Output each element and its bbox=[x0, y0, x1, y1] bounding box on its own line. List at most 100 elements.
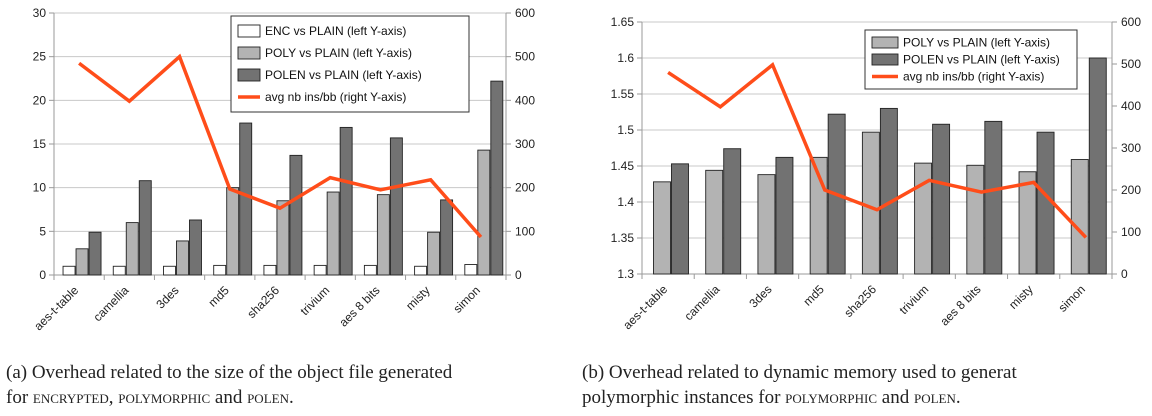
legend-swatch bbox=[871, 53, 899, 66]
x-tick-label: aes-t-table bbox=[620, 282, 670, 332]
y2-tick-label: 300 bbox=[1121, 141, 1141, 155]
bar bbox=[263, 264, 277, 276]
y2-tick-label: 200 bbox=[515, 181, 535, 195]
bar bbox=[189, 219, 202, 276]
bar bbox=[464, 264, 478, 276]
bar bbox=[427, 231, 441, 276]
y2-tick-label: 0 bbox=[1121, 267, 1128, 281]
x-tick-label: camellia bbox=[90, 283, 131, 324]
y2-tick-label: 100 bbox=[515, 224, 535, 238]
figure-panel-a: 0 5 10 15 20 25 30 0 100 200 300 400 500 600 aes-t-tab… bbox=[6, 6, 566, 410]
line-series bbox=[78, 53, 483, 239]
x-tick-label: simon bbox=[450, 283, 483, 316]
caption-b-sep1: and bbox=[877, 387, 914, 408]
bar bbox=[914, 162, 933, 275]
bar bbox=[376, 194, 390, 276]
y-tick-label: 1.35 bbox=[611, 231, 635, 245]
figure-panel-b: 1.3 1.35 1.4 1.45 1.5 1.55 1.6 1.65 0 100 200 300 40… bbox=[576, 0, 1152, 416]
y-tick-label: 1.55 bbox=[611, 87, 635, 101]
bar bbox=[879, 107, 898, 275]
y-tick-label: 1.45 bbox=[611, 159, 635, 173]
bar bbox=[861, 131, 880, 275]
x-tick-label: misty bbox=[403, 283, 433, 313]
x-tick-label: sha256 bbox=[841, 282, 879, 320]
y2-tick-label: 600 bbox=[1121, 15, 1141, 29]
y2-tick-label: 500 bbox=[515, 50, 535, 64]
caption-b-line1: (b) Overhead related to dynamic memory u… bbox=[582, 362, 1017, 383]
caption-b-text: polymorphic instances for bbox=[582, 387, 786, 408]
bar bbox=[326, 191, 340, 276]
caption-a-polymorphic: POLYMORPHIC bbox=[118, 387, 211, 408]
bar bbox=[414, 265, 428, 276]
x-tick-label: misty bbox=[1006, 282, 1036, 312]
caption-a: (a) Overhead related to the size of the … bbox=[6, 360, 566, 410]
bar bbox=[88, 231, 102, 276]
bar bbox=[163, 265, 176, 276]
caption-a-end: . bbox=[288, 387, 294, 408]
y2-tick-label: 400 bbox=[515, 93, 535, 107]
caption-a-encrypted: ENCRYPTED bbox=[32, 387, 109, 408]
legend-label: ENC vs PLAIN (left Y-axis) bbox=[265, 24, 406, 38]
bar bbox=[723, 148, 742, 275]
caption-a-sep2: and bbox=[210, 387, 248, 408]
bar bbox=[313, 264, 327, 276]
caption-b-end: . bbox=[955, 387, 961, 408]
legend-label: POLY vs PLAIN (left Y-axis) bbox=[903, 36, 1050, 50]
bar bbox=[653, 181, 671, 275]
bar bbox=[389, 137, 403, 276]
x-tick-label: md5 bbox=[800, 282, 827, 309]
line-series bbox=[667, 62, 1088, 239]
bar bbox=[363, 264, 377, 276]
caption-b-polymorphic: POLYMORPHIC bbox=[785, 387, 878, 408]
bar bbox=[62, 265, 76, 276]
bar bbox=[176, 240, 189, 276]
bar bbox=[276, 200, 290, 276]
y-tick-label: 1.3 bbox=[617, 267, 634, 281]
x-tick-label: aes 8 bits bbox=[937, 282, 983, 328]
x-tick-label: aes 8 bits bbox=[336, 283, 382, 329]
chart-a: 0510152025300100200300400500600aes-t-tab… bbox=[31, 6, 535, 333]
bar bbox=[757, 174, 776, 275]
bar bbox=[213, 264, 227, 276]
caption-a-text: for bbox=[6, 387, 33, 408]
bar bbox=[1070, 159, 1089, 275]
caption-a-line2: for ENCRYPTED, POLYMORPHIC and POLEN. bbox=[6, 385, 566, 410]
legend-label: avg nb ins/bb (right Y-axis) bbox=[903, 70, 1044, 84]
y-tick-label: 5 bbox=[39, 224, 46, 238]
bar bbox=[932, 123, 951, 275]
x-tick-label: simon bbox=[1055, 282, 1088, 315]
y-tick-label: 1.6 bbox=[617, 51, 634, 65]
legend-label: POLY vs PLAIN (left Y-axis) bbox=[265, 46, 412, 60]
y-tick-label: 15 bbox=[33, 137, 47, 151]
y2-tick-label: 0 bbox=[515, 268, 522, 282]
y-tick-label: 1.5 bbox=[617, 123, 634, 137]
y2-tick-label: 500 bbox=[1121, 57, 1141, 71]
x-tick-label: 3des bbox=[746, 282, 774, 310]
caption-a-polen: POLEN bbox=[247, 387, 289, 408]
legend-swatch bbox=[871, 36, 899, 49]
legend-box bbox=[864, 29, 1078, 90]
y-tick-label: 20 bbox=[33, 93, 47, 107]
x-tick-label: aes-t-table bbox=[31, 283, 81, 333]
chart-b: 1.3 1.35 1.4 1.45 1.5 1.55 1.6 1.65 0 100 200 300 40… bbox=[611, 15, 1142, 332]
bar bbox=[984, 120, 1003, 275]
y-tick-label: 0 bbox=[39, 268, 46, 282]
x-tick-label: trivium bbox=[896, 282, 931, 317]
legend-label: POLEN vs PLAIN (left Y-axis) bbox=[265, 68, 422, 82]
bar bbox=[477, 149, 491, 276]
legend-swatch bbox=[237, 46, 261, 60]
bar bbox=[1018, 171, 1037, 275]
y-tick-label: 10 bbox=[33, 181, 47, 195]
y2-tick-label: 600 bbox=[515, 6, 535, 20]
bar bbox=[339, 126, 353, 276]
bar bbox=[490, 80, 504, 276]
legend-box bbox=[230, 15, 470, 113]
caption-b: (b) Overhead related to dynamic memory u… bbox=[582, 360, 1152, 410]
y2-tick-label: 300 bbox=[515, 137, 535, 151]
bar bbox=[112, 265, 126, 276]
bar bbox=[966, 164, 985, 275]
bar bbox=[289, 154, 303, 276]
legend-swatch bbox=[237, 68, 261, 82]
caption-a-line1: (a) Overhead related to the size of the … bbox=[6, 362, 453, 383]
bar bbox=[705, 169, 724, 275]
